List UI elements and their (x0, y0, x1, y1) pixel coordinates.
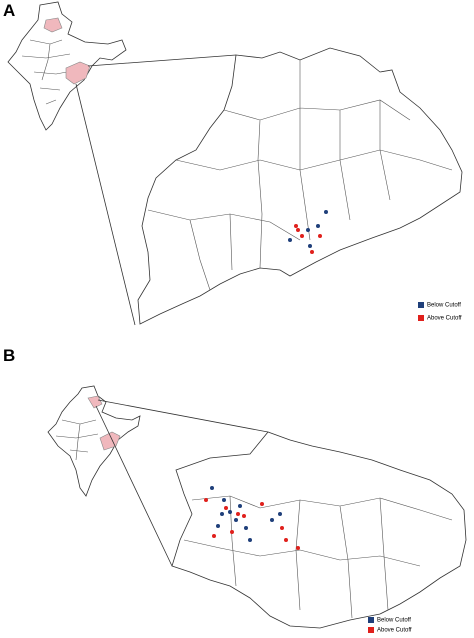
legend: Below Cutoff Above Cutoff (418, 302, 462, 322)
sample-points (294, 224, 322, 254)
sample-points (210, 486, 282, 542)
panel-label: B (3, 346, 15, 365)
sample-points (204, 498, 300, 550)
legend-swatch (368, 627, 374, 633)
legend-swatch (418, 315, 424, 321)
legend: Below Cutoff Above Cutoff (368, 617, 412, 634)
india-map (47, 385, 141, 497)
india-map (7, 1, 127, 131)
sample-points (288, 210, 328, 248)
legend-label: Above Cutoff (427, 316, 462, 322)
legend-swatch (368, 617, 374, 623)
legend-label: Below Cutoff (377, 618, 411, 624)
zoom-map (171, 431, 467, 629)
legend-label: Below Cutoff (427, 303, 461, 309)
legend-swatch (418, 302, 424, 308)
panel-label: A (3, 1, 15, 20)
odisha-map (137, 47, 463, 325)
legend-label: Above Cutoff (377, 628, 412, 634)
